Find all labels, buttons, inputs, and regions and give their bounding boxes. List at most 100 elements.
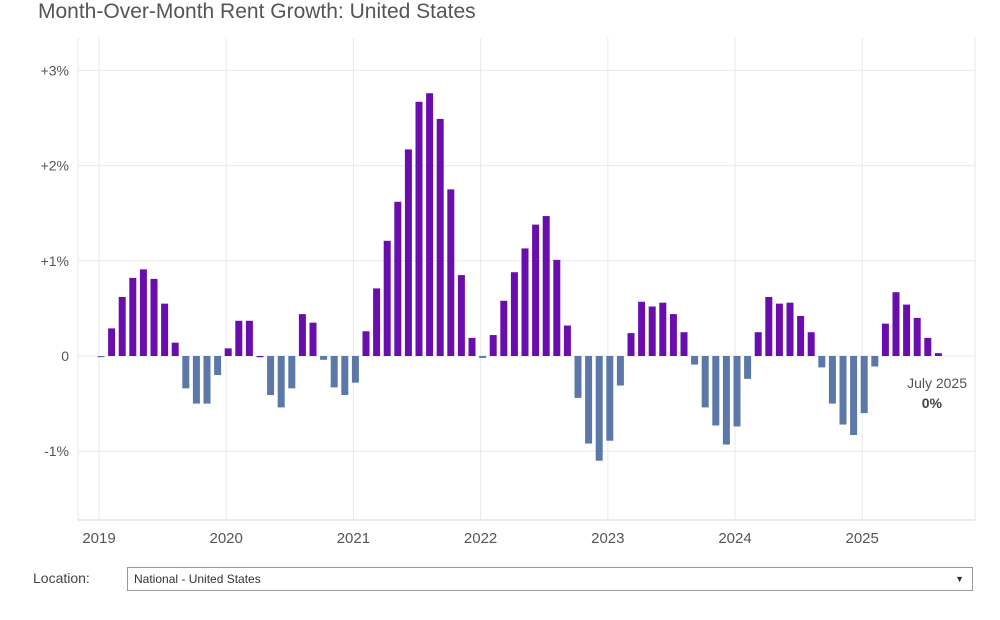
annotation-label: July 2025 bbox=[907, 375, 967, 391]
annotation-value: 0% bbox=[922, 395, 943, 411]
rent-growth-chart: +3% +2% +1% 0 -1% 2019 2020 2021 2022 2023 2024 202… bbox=[41, 38, 976, 547]
bar[interactable] bbox=[850, 356, 858, 436]
chart-title: Month-Over-Month Rent Growth: United Sta… bbox=[38, 0, 476, 23]
y-tick-label: 0 bbox=[61, 348, 69, 364]
bar[interactable] bbox=[722, 356, 730, 445]
bar[interactable] bbox=[320, 356, 328, 360]
bar[interactable] bbox=[479, 356, 487, 358]
bar[interactable] bbox=[542, 216, 550, 356]
location-label: Location: bbox=[33, 570, 90, 586]
bar[interactable] bbox=[828, 356, 836, 404]
location-selected-value: National - United States bbox=[134, 572, 261, 586]
bar[interactable] bbox=[627, 333, 635, 356]
bar[interactable] bbox=[510, 272, 518, 356]
x-tick-label: 2025 bbox=[846, 530, 879, 547]
bar[interactable] bbox=[659, 302, 667, 356]
bar[interactable] bbox=[775, 303, 783, 356]
bar[interactable] bbox=[383, 240, 391, 356]
axis-labels: +3% +2% +1% 0 -1% 2019 2020 2021 2022 2023 2024 202… bbox=[41, 62, 879, 547]
bar[interactable] bbox=[892, 292, 900, 356]
bar[interactable] bbox=[118, 296, 126, 356]
bar[interactable] bbox=[447, 189, 455, 356]
bar[interactable] bbox=[765, 296, 773, 356]
bar[interactable] bbox=[171, 342, 179, 356]
bar[interactable] bbox=[638, 301, 646, 356]
bar[interactable] bbox=[139, 269, 147, 356]
bar[interactable] bbox=[214, 356, 222, 376]
y-tick-label: -1% bbox=[44, 443, 69, 459]
bar[interactable] bbox=[415, 101, 423, 356]
bar[interactable] bbox=[818, 356, 826, 368]
bar[interactable] bbox=[468, 337, 476, 356]
bar[interactable] bbox=[881, 323, 889, 356]
bar[interactable] bbox=[235, 320, 243, 356]
bar[interactable] bbox=[733, 356, 741, 427]
bar[interactable] bbox=[129, 277, 137, 356]
bar[interactable] bbox=[563, 325, 571, 356]
x-tick-label: 2021 bbox=[337, 530, 370, 547]
bar[interactable] bbox=[691, 356, 699, 365]
bar[interactable] bbox=[277, 356, 285, 408]
bar[interactable] bbox=[701, 356, 709, 408]
bar[interactable] bbox=[245, 320, 253, 356]
bar[interactable] bbox=[362, 331, 370, 356]
bar[interactable] bbox=[341, 356, 349, 396]
bar[interactable] bbox=[224, 348, 232, 356]
location-dropdown[interactable]: National - United States ▼ bbox=[127, 567, 973, 591]
bar[interactable] bbox=[669, 314, 677, 356]
bar[interactable] bbox=[553, 259, 561, 356]
bar[interactable] bbox=[744, 356, 752, 379]
bar[interactable] bbox=[150, 278, 158, 356]
bar[interactable] bbox=[267, 356, 275, 396]
x-tick-label: 2022 bbox=[464, 530, 497, 547]
bar[interactable] bbox=[839, 356, 847, 425]
bar[interactable] bbox=[426, 93, 434, 357]
bars bbox=[97, 93, 942, 461]
bar[interactable] bbox=[489, 335, 497, 356]
bar[interactable] bbox=[298, 314, 306, 356]
bar[interactable] bbox=[680, 332, 688, 356]
bar[interactable] bbox=[807, 332, 815, 356]
bar[interactable] bbox=[373, 288, 381, 356]
bar[interactable] bbox=[309, 322, 317, 356]
x-tick-label: 2019 bbox=[82, 530, 115, 547]
bar[interactable] bbox=[532, 224, 540, 356]
bar[interactable] bbox=[521, 248, 529, 356]
bar[interactable] bbox=[648, 306, 656, 356]
bar[interactable] bbox=[436, 118, 444, 357]
bar[interactable] bbox=[574, 356, 582, 398]
bar[interactable] bbox=[182, 356, 190, 389]
bar[interactable] bbox=[606, 356, 614, 441]
bar[interactable] bbox=[712, 356, 720, 426]
bar[interactable] bbox=[288, 356, 296, 389]
bar[interactable] bbox=[786, 302, 794, 356]
bar[interactable] bbox=[797, 316, 805, 356]
y-tick-label: +3% bbox=[41, 62, 69, 78]
x-tick-label: 2020 bbox=[210, 530, 243, 547]
bar[interactable] bbox=[500, 300, 508, 356]
bar[interactable] bbox=[351, 356, 359, 383]
bar[interactable] bbox=[616, 356, 624, 386]
bar[interactable] bbox=[256, 356, 264, 358]
bar[interactable] bbox=[161, 303, 169, 356]
x-tick-label: 2023 bbox=[591, 530, 624, 547]
bar[interactable] bbox=[871, 356, 879, 367]
bar[interactable] bbox=[203, 356, 211, 404]
bar[interactable] bbox=[595, 356, 603, 461]
bar[interactable] bbox=[330, 356, 338, 388]
bar[interactable] bbox=[585, 356, 593, 444]
bar[interactable] bbox=[860, 356, 868, 414]
bar[interactable] bbox=[404, 149, 412, 356]
bar[interactable] bbox=[913, 317, 921, 356]
bar[interactable] bbox=[97, 356, 105, 358]
bar[interactable] bbox=[457, 275, 465, 356]
bar[interactable] bbox=[924, 337, 932, 356]
bar[interactable] bbox=[903, 304, 911, 356]
bar[interactable] bbox=[754, 332, 762, 356]
bar[interactable] bbox=[394, 201, 402, 356]
bar[interactable] bbox=[934, 353, 942, 356]
bar[interactable] bbox=[108, 328, 116, 356]
bar[interactable] bbox=[192, 356, 200, 404]
y-tick-label: +2% bbox=[41, 158, 69, 174]
y-tick-label: +1% bbox=[41, 253, 69, 269]
